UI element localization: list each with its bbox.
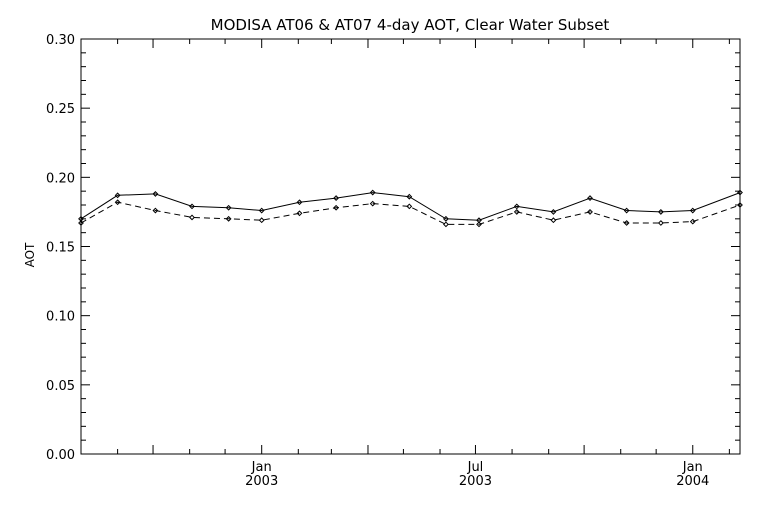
data-point-2 [258, 217, 265, 224]
data-point-2 [78, 220, 84, 226]
data-point-1 [189, 203, 195, 210]
y-tick-label: 0.00 [46, 448, 75, 463]
data-point-2 [333, 204, 340, 211]
series-group [78, 189, 743, 228]
data-point-2 [296, 210, 303, 217]
y-tick-label: 0.05 [46, 379, 75, 394]
data-point-2 [623, 220, 630, 226]
series-line-2 [80, 201, 741, 225]
data-point-1 [333, 195, 340, 201]
data-point-1 [406, 193, 413, 200]
data-point-1 [587, 195, 593, 201]
y-tick-label: 0.30 [46, 33, 75, 48]
data-point-1 [737, 189, 743, 196]
y-tick-label: 0.10 [46, 310, 75, 325]
data-point-1 [443, 215, 449, 222]
y-tick-label: 0.25 [46, 102, 75, 117]
data-point-1 [152, 191, 159, 197]
series-line-1 [80, 192, 741, 221]
data-point-2 [369, 200, 376, 207]
data-point-1 [225, 204, 232, 211]
data-point-1 [369, 189, 376, 196]
data-point-1 [550, 209, 557, 215]
x-tick-label-year: 2003 [459, 474, 492, 489]
data-point-2 [689, 218, 696, 225]
data-point-1 [657, 209, 664, 215]
data-point-2 [114, 199, 121, 206]
data-point-2 [443, 221, 449, 228]
x-tick-label-month: Jul [467, 460, 484, 475]
chart-title: MODISA AT06 & AT07 4-day AOT, Clear Wate… [211, 16, 610, 34]
data-point-2 [225, 215, 232, 222]
data-point-1 [114, 192, 121, 199]
data-point-1 [689, 207, 696, 214]
data-point-2 [513, 209, 520, 215]
data-point-1 [296, 199, 303, 206]
data-point-2 [406, 203, 413, 210]
data-point-2 [189, 214, 195, 221]
data-point-1 [258, 207, 265, 214]
data-point-2 [152, 207, 159, 214]
x-tick-label-year: 2004 [676, 474, 709, 489]
x-tick-label-month: Jan [251, 460, 272, 475]
y-axis-label: AOT [23, 242, 37, 267]
data-point-1 [513, 203, 520, 210]
data-point-2 [587, 209, 593, 215]
data-point-2 [550, 217, 557, 224]
y-axis: 0.00 0.05 0.10 0.15 0.20 0.25 0.30 [46, 33, 740, 463]
y-tick-label: 0.15 [46, 241, 75, 256]
data-point-1 [623, 207, 630, 214]
y-tick-label: 0.20 [46, 171, 75, 186]
x-tick-label-month: Jan [682, 460, 703, 475]
data-point-2 [737, 202, 743, 208]
x-tick-label-year: 2003 [245, 474, 278, 489]
data-point-2 [476, 221, 482, 228]
data-point-2 [657, 220, 664, 226]
plot-frame [80, 38, 741, 455]
